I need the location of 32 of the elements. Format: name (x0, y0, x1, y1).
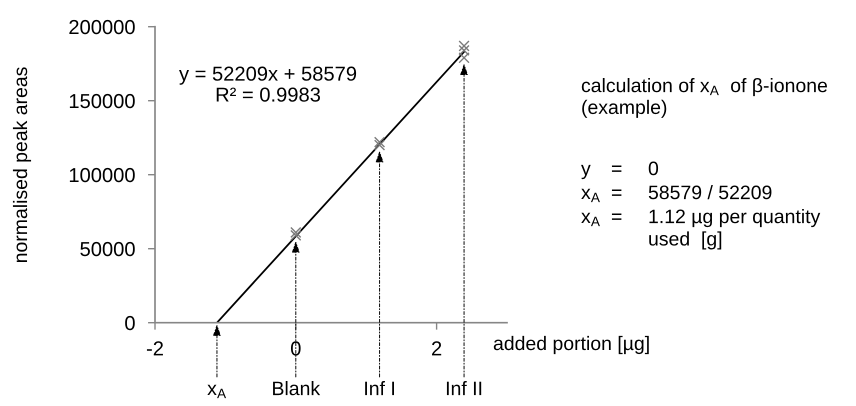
text: 0 (648, 162, 658, 176)
point (374, 139, 386, 151)
y-tick-label: 100000 (70, 168, 135, 182)
point (458, 52, 470, 64)
y-tick-label: 0 (125, 316, 135, 330)
annotation: Blank (273, 381, 320, 396)
text: calculation of x$_{A}$ of β-ionone (example) (582, 78, 827, 118)
text: = (612, 166, 622, 172)
point (458, 40, 470, 52)
point (458, 44, 470, 56)
point (290, 226, 302, 238)
text: x$_{A}$ (581, 188, 600, 202)
x-axis-title: added portion [µg] (494, 336, 649, 354)
annotation: Inf II (446, 381, 482, 396)
point (374, 136, 386, 148)
text: x$_{A}$ (581, 212, 600, 226)
y-tick-label: 150000 (70, 94, 135, 108)
point (290, 230, 302, 241)
y-axis-title: normalised peak areas (12, 67, 32, 262)
text: = (612, 214, 622, 220)
y-tick-label: 200000 (69, 20, 135, 34)
annotation: y = 52209x + 58579 R² = 0.9983 (179, 66, 356, 102)
text: 1.12 µg per quantity used [g] (649, 209, 820, 250)
text: = (612, 190, 622, 196)
annotation: x$_{A}$ (207, 384, 226, 398)
x-tick-label: -2 (146, 341, 163, 356)
annotation: Inf I (365, 381, 394, 396)
text: 58579 / 52209 (648, 185, 772, 200)
x-tick-label: 0 (290, 341, 301, 356)
y-tick-label: 50000 (80, 242, 135, 256)
x-tick-label: 2 (432, 341, 442, 356)
text: y (581, 164, 591, 180)
